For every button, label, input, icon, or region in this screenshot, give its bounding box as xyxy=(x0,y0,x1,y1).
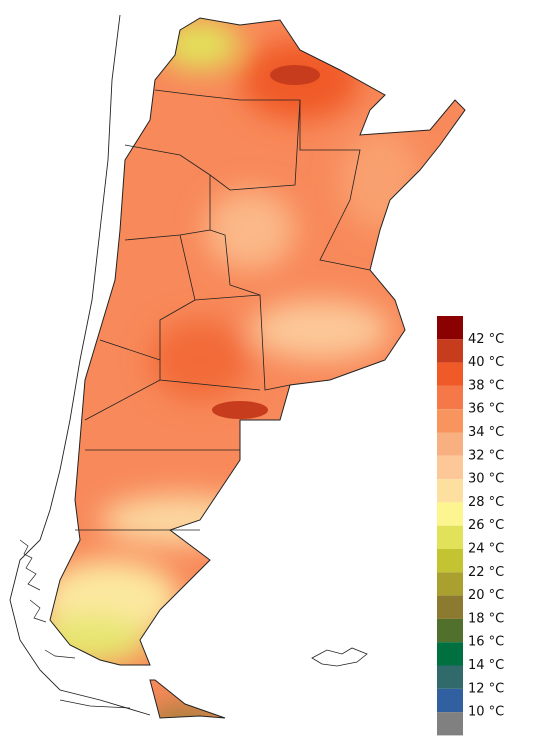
legend-label: 42 °C xyxy=(468,332,504,347)
legend-label: 38 °C xyxy=(468,378,504,393)
legend-swatch xyxy=(437,595,463,619)
legend-swatch xyxy=(437,618,463,643)
legend-label: 22 °C xyxy=(468,565,504,580)
legend-label: 12 °C xyxy=(468,681,504,696)
legend-label: 18 °C xyxy=(468,611,504,626)
province-borders xyxy=(75,89,371,531)
legend-label: 28 °C xyxy=(468,495,504,510)
legend-swatch xyxy=(437,362,463,386)
legend-swatch xyxy=(437,385,463,410)
legend-label: 14 °C xyxy=(468,658,504,673)
legend-label: 32 °C xyxy=(468,448,504,463)
legend-label: 10 °C xyxy=(468,705,504,720)
legend-swatch xyxy=(437,502,463,526)
chile-outline xyxy=(9,14,151,716)
legend-label: 36 °C xyxy=(468,402,504,417)
legend-label: 24 °C xyxy=(468,542,504,557)
legend-swatch xyxy=(437,688,463,713)
legend-label: 20 °C xyxy=(468,588,504,603)
legend-swatch xyxy=(437,409,463,433)
legend-swatch xyxy=(437,479,463,503)
country-outline xyxy=(49,17,466,719)
legend-swatch xyxy=(437,549,463,573)
legend: 42 °C 40 °C 38 °C 36 °C 34 °C 32 °C 30 °C 28 °C… xyxy=(437,316,504,736)
legend-swatch xyxy=(437,665,463,689)
legend-label: 30 °C xyxy=(468,472,504,487)
legend-label: 40 °C xyxy=(468,355,504,370)
legend-label: 26 °C xyxy=(468,518,504,533)
legend-swatch xyxy=(437,432,463,456)
legend-label: 16 °C xyxy=(468,635,504,650)
legend-label: 34 °C xyxy=(468,425,504,440)
legend-swatch xyxy=(437,642,463,666)
legend-swatch xyxy=(437,572,463,596)
legend-swatch xyxy=(437,316,463,340)
legend-swatch xyxy=(437,455,463,480)
legend-swatch xyxy=(437,525,463,549)
legend-swatch xyxy=(437,712,463,736)
legend-swatch xyxy=(437,339,463,363)
